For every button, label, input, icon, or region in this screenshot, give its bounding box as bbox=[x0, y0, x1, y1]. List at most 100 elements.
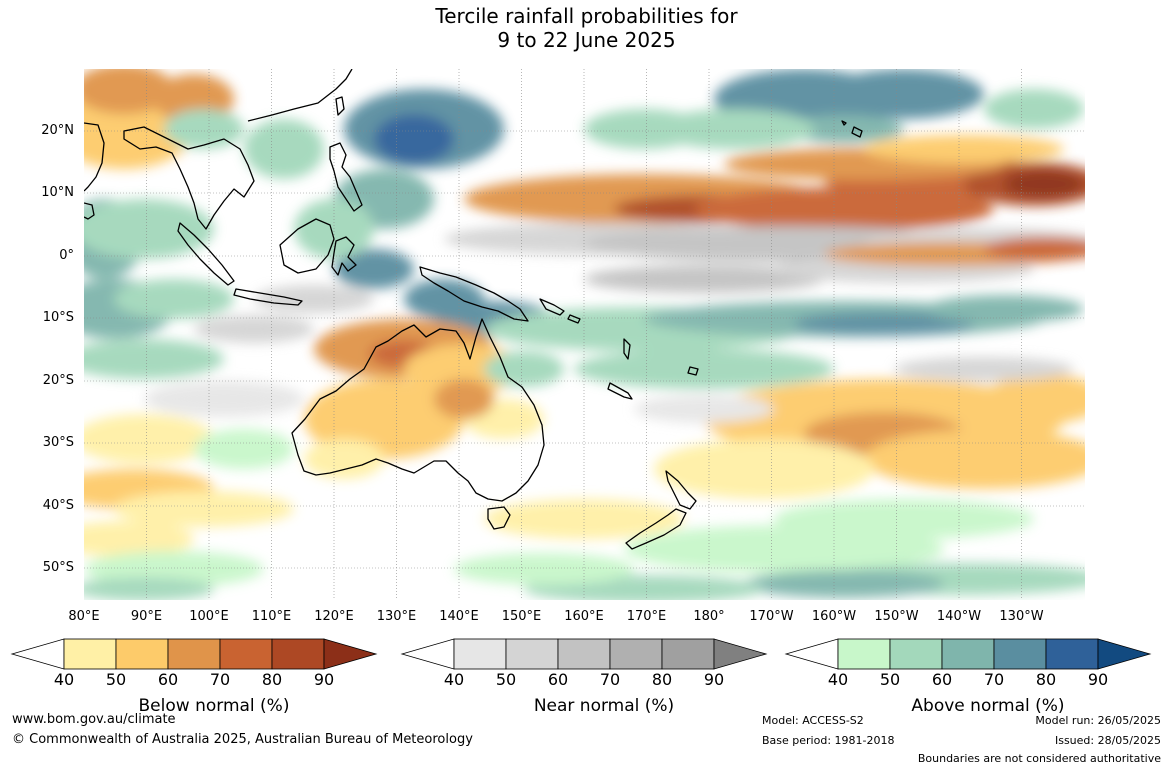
colorbar-tick-label: 50 bbox=[105, 670, 127, 689]
colorbar-segment bbox=[271, 638, 325, 670]
colorbar-tick-label: 40 bbox=[443, 670, 465, 689]
probability-patch-below bbox=[434, 379, 494, 419]
probability-patch-below bbox=[984, 237, 1085, 261]
probability-shading bbox=[84, 69, 1085, 600]
colorbar-segment bbox=[219, 638, 273, 670]
new-guinea-coastline bbox=[419, 266, 529, 322]
latitude-label: 10°N bbox=[41, 185, 74, 200]
model-run-text: Model run: 26/05/2025 bbox=[1035, 714, 1161, 727]
latitude-label: 30°S bbox=[42, 435, 74, 450]
probability-patch-near bbox=[634, 395, 774, 423]
probability-patch-below bbox=[84, 521, 194, 557]
latitude-label: 40°S bbox=[42, 498, 74, 513]
colorbar-lower-extend bbox=[400, 638, 455, 670]
base-period-text: Base period: 1981-2018 bbox=[762, 734, 895, 747]
longitude-label: 180° bbox=[693, 609, 725, 624]
probability-patch-above bbox=[774, 499, 1034, 539]
latitude-label: 10°S bbox=[42, 310, 74, 325]
taiwan-coastline bbox=[335, 96, 345, 116]
issued-text: Issued: 28/05/2025 bbox=[1054, 734, 1161, 747]
longitude-label: 170°W bbox=[749, 609, 794, 624]
probability-patch-below bbox=[84, 69, 174, 114]
colorbar-tick-label: 50 bbox=[495, 670, 517, 689]
sri-lanka-coastline bbox=[84, 202, 95, 220]
solomon-islands bbox=[539, 298, 581, 324]
probability-patch-below bbox=[1004, 170, 1084, 198]
probability-patch-near bbox=[194, 315, 314, 343]
probability-patch-above bbox=[114, 279, 234, 319]
latitude-label: 20°N bbox=[41, 123, 74, 138]
sumatra-coastline bbox=[177, 222, 235, 286]
colorbar-above bbox=[784, 638, 1152, 670]
colorbar-title: Above normal (%) bbox=[911, 696, 1065, 716]
probability-patch-below bbox=[404, 344, 524, 394]
latitude-label: 50°S bbox=[42, 560, 74, 575]
map-canvas bbox=[84, 69, 1085, 600]
title-line-2: 9 to 22 June 2025 bbox=[497, 28, 676, 52]
longitude-label: 140°W bbox=[936, 609, 982, 624]
probability-patch-below bbox=[864, 135, 1064, 163]
map-title: Tercile rainfall probabilities for 9 to … bbox=[0, 4, 1173, 52]
longitude-label: 160°E bbox=[564, 609, 604, 624]
model-text: Model: ACCESS-S2 bbox=[762, 714, 864, 727]
probability-patch-above bbox=[84, 199, 214, 259]
colorbar-segment bbox=[1045, 638, 1099, 670]
colorbar-legends bbox=[10, 638, 1152, 670]
borneo-coastline bbox=[279, 218, 335, 274]
coastlines bbox=[84, 69, 863, 550]
probability-patch-above bbox=[574, 349, 834, 389]
probability-patch-above bbox=[374, 114, 454, 164]
probability-patch-above bbox=[194, 429, 294, 469]
colorbar-upper-extend bbox=[713, 638, 768, 670]
colorbar-segment bbox=[889, 638, 943, 670]
colorbar-segment bbox=[453, 638, 507, 670]
colorbar-segment bbox=[837, 638, 891, 670]
colorbar-below bbox=[10, 638, 378, 670]
colorbar-tick-label: 80 bbox=[261, 670, 283, 689]
fiji bbox=[687, 366, 699, 376]
colorbar-segment bbox=[661, 638, 715, 670]
colorbar-tick-label: 90 bbox=[313, 670, 335, 689]
colorbar-tick-label: 60 bbox=[157, 670, 179, 689]
colorbar-tick-label: 60 bbox=[931, 670, 953, 689]
indochina-coastline bbox=[123, 126, 255, 230]
probability-patch-near bbox=[144, 381, 304, 417]
probability-patch-above bbox=[784, 115, 904, 143]
colorbar-segment bbox=[115, 638, 169, 670]
graticule bbox=[84, 69, 1085, 600]
longitude-label: 80°E bbox=[68, 609, 100, 624]
colorbar-title: Below normal (%) bbox=[138, 696, 290, 716]
longitude-label: 160°W bbox=[811, 609, 857, 624]
colorbar-near bbox=[400, 638, 768, 670]
rainfall-probability-map bbox=[84, 69, 1085, 600]
colorbar-lower-extend bbox=[784, 638, 839, 670]
probability-patch-above bbox=[484, 351, 564, 387]
probability-patch-above bbox=[334, 249, 414, 289]
vanuatu bbox=[623, 338, 631, 360]
sulawesi-coastline bbox=[331, 236, 357, 276]
longitude-label: 150°E bbox=[501, 609, 542, 624]
colorbar-segment bbox=[557, 638, 611, 670]
probability-patch-near bbox=[254, 285, 374, 313]
longitude-label: 170°E bbox=[626, 609, 667, 624]
copyright-text: © Commonwealth of Australia 2025, Austra… bbox=[12, 732, 473, 747]
probability-patch-below bbox=[114, 491, 294, 527]
probability-patch-above bbox=[584, 109, 704, 149]
probability-patch-below bbox=[304, 439, 384, 479]
tasmania-coastline bbox=[487, 506, 511, 530]
colorbar-tick-label: 50 bbox=[879, 670, 901, 689]
longitude-label: 130°E bbox=[376, 609, 417, 624]
india-coastline bbox=[84, 122, 105, 192]
china-coastline bbox=[247, 69, 353, 122]
colorbar-tick-label: 70 bbox=[983, 670, 1005, 689]
latitude-label: 0° bbox=[59, 248, 74, 263]
hawaii bbox=[841, 120, 863, 138]
disclaimer-text: Boundaries are not considered authoritat… bbox=[917, 752, 1161, 765]
java-coastline bbox=[233, 288, 303, 306]
probability-patch-above bbox=[744, 570, 944, 598]
longitude-label: 90°E bbox=[130, 609, 163, 624]
colorbar-lower-extend bbox=[10, 638, 65, 670]
colorbar-tick-label: 80 bbox=[651, 670, 673, 689]
colorbar-segment bbox=[609, 638, 663, 670]
colorbar-tick-label: 70 bbox=[599, 670, 621, 689]
